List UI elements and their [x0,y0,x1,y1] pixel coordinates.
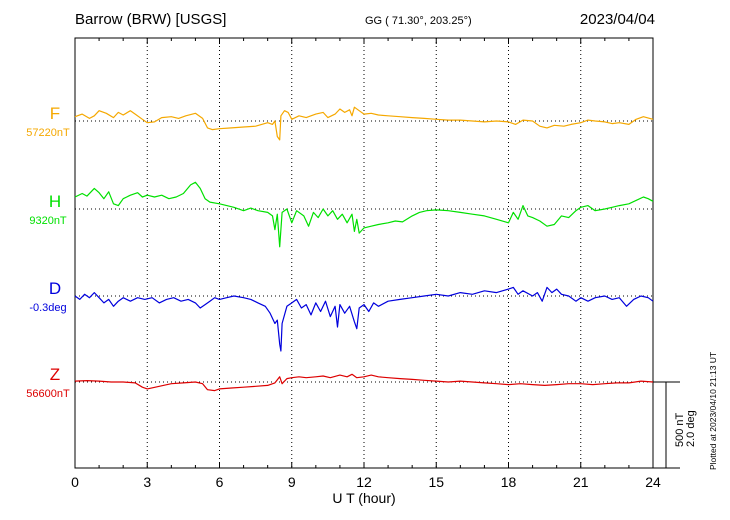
series-name-z: Z [50,365,60,384]
grid-lines [146,38,582,468]
x-tick-label: 0 [71,474,79,490]
coordinates-label: GG ( 71.30°, 203.25°) [365,15,472,27]
series-group [74,106,654,392]
x-axis-ticks: 0 3 6 9 12 15 18 21 24 [71,38,661,490]
x-tick-label: 6 [216,474,224,490]
series-name-f: F [50,104,60,123]
x-tick-label: 18 [501,474,517,490]
x-tick-label: 9 [288,474,296,490]
x-tick-label: 15 [428,474,444,490]
x-tick-label: 12 [356,474,372,490]
series-labels: F 57220nT H 9320nT D -0.3deg Z 56600nT [26,104,70,400]
station-title: Barrow (BRW) [USGS] [75,11,226,28]
series-line-z [74,373,654,392]
date-label: 2023/04/04 [580,11,655,28]
series-line-d [74,286,654,352]
scale-bar [653,381,680,469]
baseline-lines [75,120,653,383]
series-name-h: H [49,192,61,211]
x-tick-label: 21 [573,474,589,490]
scale-deg-label: 2.0 deg [685,410,697,447]
scale-nt-label: 500 nT [674,412,686,447]
x-tick-label: 3 [143,474,151,490]
series-name-d: D [49,279,61,298]
series-baseline-d: -0.3deg [29,302,66,314]
x-axis-label: U T (hour) [332,490,395,506]
series-baseline-h: 9320nT [29,215,67,227]
series-line-f [74,106,654,141]
series-line-h [74,181,654,248]
plotted-at-note: Plotted at 2023/04/10 21:13 UT [708,352,718,470]
series-baseline-f: 57220nT [26,127,70,139]
series-baseline-z: 56600nT [26,388,70,400]
x-tick-label: 24 [645,474,661,490]
